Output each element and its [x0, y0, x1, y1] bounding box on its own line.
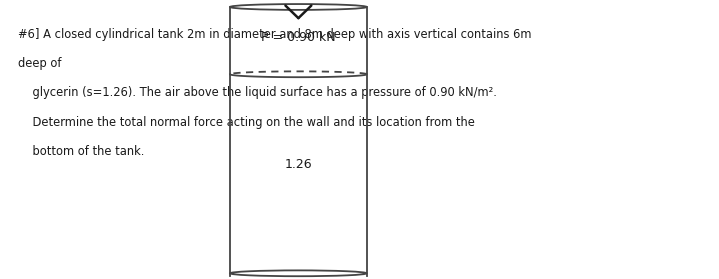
Text: #6] A closed cylindrical tank 2m in diameter and 8m deep with axis vertical cont: #6] A closed cylindrical tank 2m in diam… [18, 28, 531, 41]
Bar [230, 7, 367, 276]
Text: bottom of the tank.: bottom of the tank. [18, 145, 145, 158]
Text: glycerin (s=1.26). The air above the liquid surface has a pressure of 0.90 kN/m²: glycerin (s=1.26). The air above the liq… [18, 86, 497, 100]
Text: deep of: deep of [18, 57, 62, 70]
Text: Determine the total normal force acting on the wall and its location from the: Determine the total normal force acting … [18, 116, 475, 129]
Text: P = 0.90 kN: P = 0.90 kN [261, 31, 336, 44]
Ellipse shape [230, 4, 367, 10]
Text: 1.26: 1.26 [285, 158, 312, 170]
Ellipse shape [230, 270, 367, 276]
